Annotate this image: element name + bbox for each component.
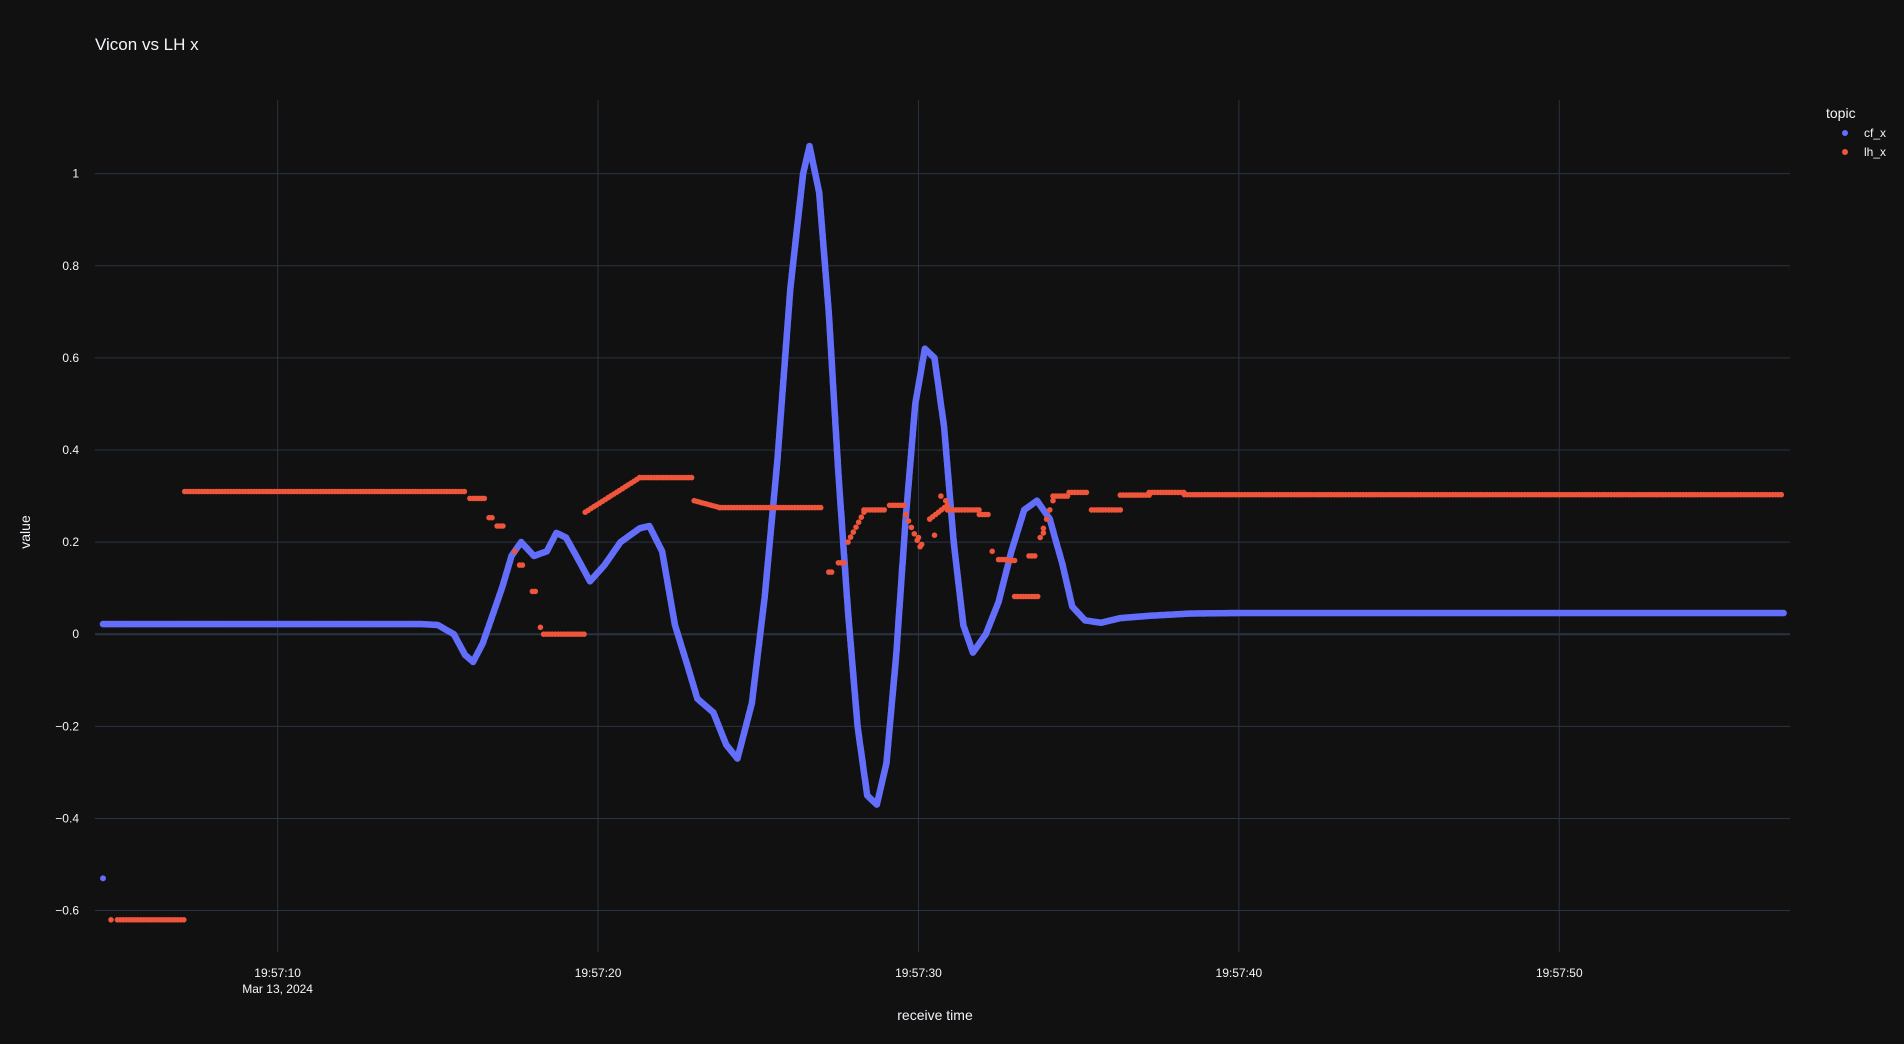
- data-point-lh-x: [847, 534, 854, 540]
- data-point-lh-x: [717, 504, 723, 511]
- data-point-lh-x: [881, 507, 887, 513]
- data-point-lh-x: [511, 548, 518, 555]
- data-point-lh-x: [989, 548, 995, 555]
- y-tick-label: −0.6: [55, 904, 79, 918]
- data-point-lh-x: [938, 493, 944, 499]
- data-point-lh-x: [845, 539, 851, 545]
- data-point-lh-x: [841, 560, 847, 566]
- data-point-lh-x: [901, 502, 907, 509]
- legend-item-lh-x[interactable]: lh_x: [1842, 145, 1886, 159]
- legend-label-lh-x: lh_x: [1864, 145, 1886, 159]
- y-tick-label: 0.8: [62, 259, 79, 273]
- data-point-lh-x: [500, 523, 506, 529]
- data-point-lh-x: [461, 488, 468, 495]
- legend-label-cf-x: cf_x: [1864, 126, 1886, 140]
- data-point-lh-x: [861, 509, 867, 515]
- data-point-lh-x: [1040, 530, 1047, 536]
- x-tick-label: 19:57:40: [1216, 966, 1263, 980]
- data-point-lh-x: [537, 624, 544, 631]
- gridlines: [95, 100, 1790, 952]
- data-point-lh-x: [911, 531, 918, 537]
- legend[interactable]: topic cf_x lh_x: [1826, 105, 1886, 159]
- data-point-lh-x: [817, 504, 824, 511]
- x-axis-ticks: 19:57:10 Mar 13, 2024 19:57:20 19:57:30 19:5…: [242, 966, 1583, 996]
- data-point-lh-x: [942, 497, 949, 504]
- chart-title: Vicon vs LH x: [95, 35, 199, 54]
- y-axis-title: value: [17, 515, 33, 549]
- data-point-lh-x: [828, 569, 835, 575]
- data-point-lh-x: [855, 519, 862, 525]
- data-point-lh-x: [532, 588, 539, 595]
- data-point-lh-x: [519, 562, 526, 568]
- data-point-lh-x: [1050, 497, 1056, 504]
- y-tick-label: 0.4: [62, 443, 79, 457]
- data-point-lh-x: [976, 507, 982, 513]
- data-point-lh-x: [918, 541, 925, 548]
- data-point-lh-x: [850, 529, 857, 535]
- y-tick-label: 1: [72, 167, 79, 181]
- x-tick-label: 19:57:10: [254, 966, 301, 980]
- data-point-cf-x: [1780, 609, 1787, 617]
- series-cf-x: [99, 142, 1787, 882]
- y-tick-label: −0.2: [55, 719, 79, 733]
- y-tick-label: 0: [72, 627, 79, 641]
- data-point-lh-x: [1043, 516, 1050, 522]
- y-axis-ticks: 1 0.8 0.6 0.4 0.2 0 −0.2 −0.4 −0.6: [55, 167, 79, 918]
- legend-title: topic: [1826, 105, 1856, 121]
- x-axis-title: receive time: [897, 1007, 973, 1023]
- data-point-lh-x: [581, 631, 587, 637]
- data-point-lh-x: [985, 511, 991, 518]
- data-point-lh-x: [1083, 489, 1090, 496]
- x-tick-sublabel: Mar 13, 2024: [242, 982, 313, 996]
- legend-marker-cf-x: [1842, 130, 1848, 136]
- data-point-lh-x: [1040, 525, 1047, 532]
- data-point-lh-x: [858, 514, 865, 520]
- data-point-lh-x: [905, 518, 912, 524]
- data-point-lh-x: [908, 524, 915, 531]
- data-point-lh-x: [636, 474, 643, 481]
- data-point-lh-x: [489, 514, 495, 521]
- data-point-lh-x: [481, 495, 488, 502]
- data-point-lh-x: [108, 917, 114, 923]
- data-point-lh-x: [915, 534, 922, 541]
- data-point-lh-x: [902, 511, 909, 518]
- data-point-lh-x: [1034, 593, 1041, 600]
- data-point-cf-x: [100, 875, 107, 882]
- y-tick-label: 0.2: [62, 535, 79, 549]
- data-point-lh-x: [1032, 553, 1038, 559]
- x-tick-label: 19:57:20: [575, 966, 622, 980]
- legend-item-cf-x[interactable]: cf_x: [1842, 126, 1886, 140]
- data-point-lh-x: [1037, 534, 1043, 541]
- x-tick-label: 19:57:50: [1536, 966, 1583, 980]
- data-point-lh-x: [1778, 491, 1785, 498]
- y-tick-label: 0.6: [62, 351, 79, 365]
- data-point-lh-x: [181, 917, 187, 923]
- legend-marker-lh-x: [1842, 149, 1848, 155]
- y-tick-label: −0.4: [55, 811, 79, 825]
- data-point-lh-x: [944, 502, 951, 509]
- data-point-lh-x: [688, 474, 695, 481]
- x-tick-label: 19:57:30: [895, 966, 942, 980]
- series-lh-x: [108, 474, 1785, 923]
- data-point-lh-x: [931, 532, 938, 538]
- data-point-lh-x: [1117, 507, 1124, 513]
- data-point-lh-x: [1011, 557, 1018, 564]
- data-point-lh-x: [853, 524, 859, 530]
- data-point-lh-x: [1047, 507, 1053, 513]
